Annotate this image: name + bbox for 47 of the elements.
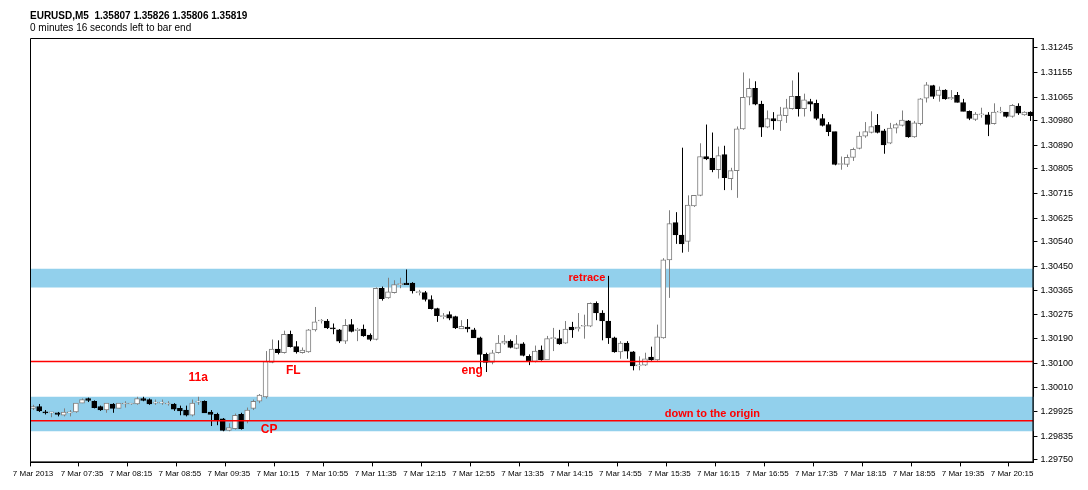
y-tick-label: 1.31155 (1040, 66, 1073, 77)
x-tick-label: 7 Mar 07:35 (60, 469, 104, 479)
annotation: eng (461, 363, 483, 378)
x-tick-label: 7 Mar 20:15 (990, 469, 1034, 479)
y-tick-label: 1.29750 (1040, 454, 1074, 465)
x-tick-label: 7 Mar 16:55 (745, 469, 790, 479)
y-tick-label: 1.29835 (1040, 430, 1074, 441)
y-tick-label: 1.29925 (1040, 405, 1074, 416)
y-tick-label: 1.30275 (1040, 309, 1074, 320)
x-tick-label: 7 Mar 15:35 (648, 469, 692, 479)
y-tick-label: 1.30890 (1040, 139, 1074, 150)
y-tick-label: 1.30010 (1040, 382, 1074, 393)
ref-line-label: CP (260, 422, 278, 437)
x-tick-label: 7 Mar 10:15 (256, 469, 300, 479)
x-tick-label: 7 Mar 2013 (12, 469, 54, 479)
y-tick-label: 1.30805 (1040, 163, 1074, 174)
x-tick-label: 7 Mar 19:35 (941, 469, 985, 479)
chart-title: EURUSD,M5 1.35807 1.35826 1.35806 1.35819 (30, 9, 248, 21)
x-tick-label: 7 Mar 18:15 (843, 469, 888, 479)
y-tick-label: 1.30365 (1040, 284, 1074, 295)
x-tick-label: 7 Mar 16:15 (697, 469, 741, 479)
band-label: retrace (568, 271, 606, 284)
y-tick-label: 1.31245 (1040, 42, 1074, 53)
y-tick-label: 1.30715 (1040, 188, 1074, 199)
x-tick-label: 7 Mar 12:15 (403, 469, 447, 479)
x-tick-label: 7 Mar 18:55 (892, 469, 937, 479)
x-tick-label: 7 Mar 14:15 (550, 469, 594, 479)
y-tick-label: 1.30450 (1040, 261, 1074, 272)
x-tick-label: 7 Mar 09:35 (207, 469, 251, 479)
y-tick-label: 1.31065 (1040, 91, 1074, 102)
annotation: 11a (188, 369, 209, 384)
y-tick-label: 1.30540 (1040, 236, 1074, 247)
x-tick-label: 7 Mar 08:15 (109, 469, 153, 479)
chart-subtitle: 0 minutes 16 seconds left to bar end (30, 21, 192, 33)
x-tick-label: 7 Mar 12:55 (452, 469, 496, 479)
x-tick-label: 7 Mar 17:35 (794, 469, 839, 479)
y-tick-label: 1.30625 (1040, 212, 1074, 223)
x-tick-label: 7 Mar 14:55 (599, 469, 643, 479)
y-tick-label: 1.30190 (1040, 332, 1074, 343)
x-tick-label: 7 Mar 10:55 (305, 469, 349, 479)
y-tick-label: 1.30100 (1040, 357, 1074, 368)
ref-line-label: FL (285, 362, 301, 377)
x-tick-label: 7 Mar 11:35 (354, 469, 398, 479)
y-tick-label: 1.30980 (1040, 115, 1074, 126)
x-tick-label: 7 Mar 08:55 (158, 469, 202, 479)
band-label: down to the origin (664, 407, 761, 420)
x-tick-label: 7 Mar 13:35 (501, 469, 545, 479)
